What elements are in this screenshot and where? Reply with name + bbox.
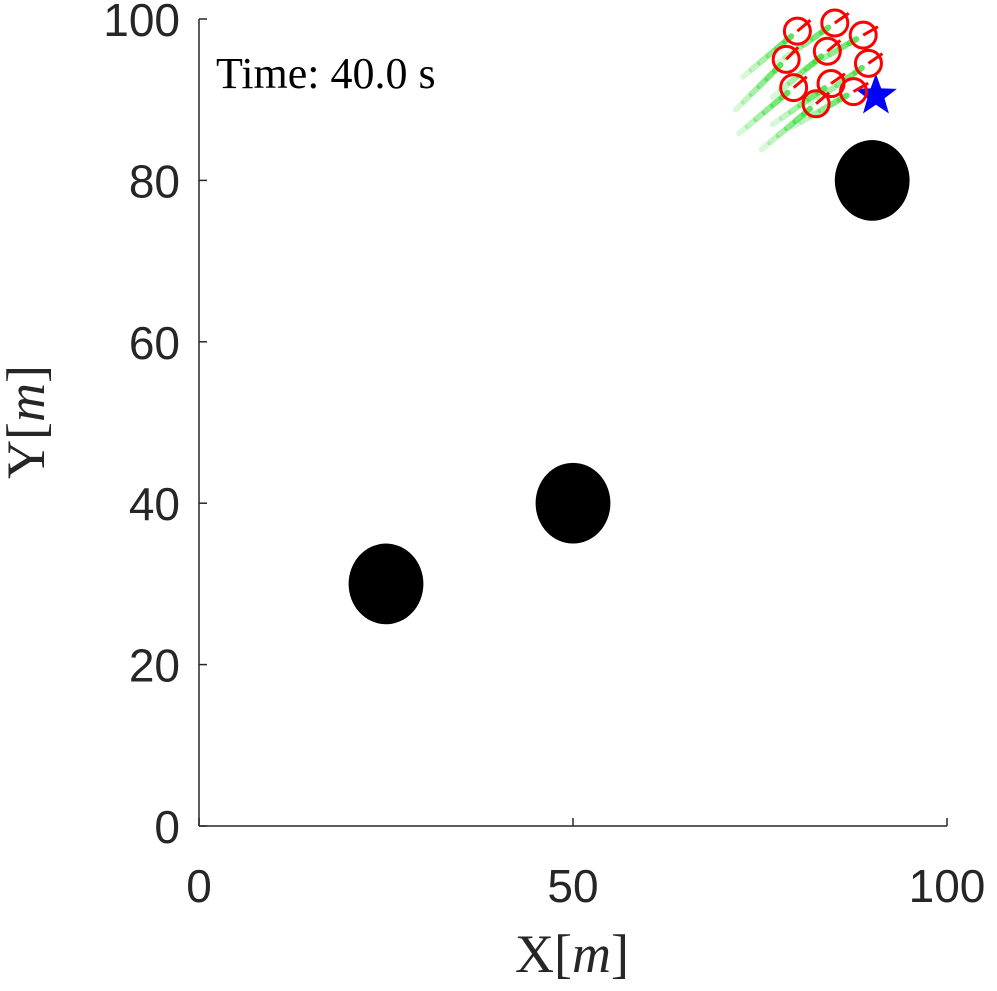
agent-trail-segment [756, 77, 768, 90]
agent-marker [839, 77, 868, 107]
agent-marker [779, 73, 809, 103]
agent-trail-segment [753, 110, 766, 123]
agent-trail-segment [769, 116, 783, 128]
agent-heading [792, 75, 808, 89]
agent-heading [815, 91, 831, 105]
obstacle [348, 543, 424, 625]
agent-marker [848, 20, 878, 50]
agent-trail-segment [843, 71, 856, 82]
agent-marker [820, 8, 850, 38]
agent-heading [862, 25, 879, 37]
agent-heading [852, 81, 869, 93]
agent-trail-segment [767, 134, 780, 146]
agent-heading [867, 52, 884, 65]
x-tick-label: 0 [186, 860, 212, 912]
y-axis-label-suffix: ] [0, 365, 56, 383]
agent-trail-segment [758, 141, 771, 153]
agent-trail-segment [783, 120, 797, 132]
y-tick-label: 0 [154, 801, 180, 853]
y-tick-label: 40 [129, 478, 180, 530]
agent-marker [782, 16, 812, 46]
agent-marker [801, 89, 831, 119]
agent-trail-segment [786, 74, 799, 86]
goal-star-marker [855, 73, 897, 114]
x-axis-label-prefix: X[ [515, 924, 572, 984]
y-tick-label: 60 [129, 317, 180, 369]
agent-trail-segment [761, 103, 774, 116]
agent-trail-segment [748, 61, 761, 73]
agent-trail-segment [773, 56, 787, 67]
x-axis-label: X[m] [515, 924, 629, 984]
data-marks [348, 8, 910, 625]
agent-trail-segment [809, 30, 823, 42]
x-tick-label: 50 [547, 860, 598, 912]
agent-trail-segment [807, 96, 820, 108]
y-tick-label: 20 [129, 640, 180, 692]
x-axis-label-suffix: ] [611, 924, 629, 984]
agent-trail-segment [817, 103, 831, 114]
agent-trail-segment [736, 125, 749, 137]
agent-heading [830, 72, 846, 85]
agent-trail-segment [765, 47, 778, 59]
agent-trail-segment [744, 118, 757, 130]
agent-trail-segment [740, 68, 753, 80]
ticks: 0 50 100 0 20 40 60 80 100 [103, 0, 985, 912]
obstacle [834, 140, 910, 221]
y-tick-label: 100 [103, 0, 180, 46]
agent-trail-segment [778, 110, 792, 121]
y-axis-label-unit: m [0, 383, 56, 422]
agent-heading [796, 19, 812, 33]
agent-trail-segment [800, 37, 814, 48]
agent-trail-segment [764, 69, 776, 82]
agent-trail-segment [825, 83, 838, 95]
y-tick-label: 80 [129, 155, 180, 207]
agent-trail-segment [775, 127, 788, 139]
agent-marker [771, 44, 801, 74]
obstacle [535, 462, 611, 544]
agent-trail-segment [805, 91, 819, 103]
x-tick-label: 100 [909, 860, 986, 912]
x-axis-label-unit: m [572, 924, 611, 984]
agent-heading [785, 46, 800, 61]
agent-trail-segment [827, 47, 841, 58]
agent-heading [833, 12, 850, 25]
time-annotation: Time: 40.0 s [216, 49, 436, 98]
agent-trail-segment [798, 114, 812, 125]
agent-trail-segment [756, 54, 769, 66]
agent-heading [826, 39, 842, 53]
agent-trail-segment [787, 104, 801, 115]
agent-trail-segment [792, 112, 805, 125]
agent-trail-segment [769, 88, 783, 100]
agent-trail-segment [732, 100, 745, 113]
agent-trail-segment [748, 85, 761, 97]
axes: 0 50 100 0 20 40 60 80 100 [103, 0, 985, 912]
agent-trail-segment [827, 98, 841, 109]
agent-trail-segment [803, 60, 816, 72]
agent-trail-segment [740, 93, 753, 105]
y-axis-label: Y[m] [0, 365, 56, 479]
agent-trail-segment [769, 96, 783, 108]
agent-trail-segment [778, 81, 791, 93]
agent-marker [812, 36, 842, 66]
y-axis-label-prefix: Y[ [0, 422, 56, 479]
agent-marker [853, 48, 883, 78]
